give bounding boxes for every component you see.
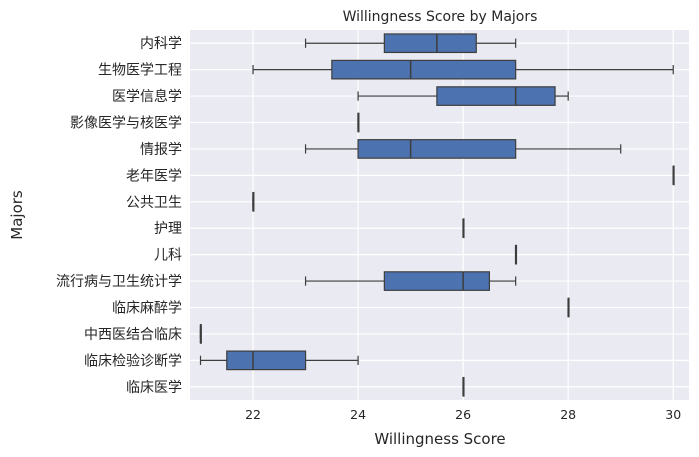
box-iqr: [436, 86, 556, 106]
box-group: [462, 218, 465, 239]
y-axis-ticks: 内科学生物医学工程医学信息学影像医学与核医学情报学老年医学公共卫生护理儿科流行病…: [56, 36, 182, 396]
y-tick-label: 老年医学: [126, 168, 182, 184]
box-group: [567, 297, 570, 318]
box-group: [357, 112, 360, 133]
y-tick-label: 生物医学工程: [98, 63, 182, 79]
box-group: [199, 350, 359, 371]
y-axis-label: Majors: [8, 190, 26, 240]
box-iqr: [226, 350, 307, 371]
box-group: [672, 165, 675, 186]
box-group: [304, 271, 517, 291]
box-iqr: [383, 271, 491, 291]
y-tick-label: 中西医结合临床: [84, 327, 182, 343]
box-group: [252, 59, 674, 80]
box-group: [514, 244, 518, 265]
box-group: [357, 86, 569, 106]
x-axis-label: Willingness Score: [374, 430, 505, 448]
x-tick-label: 26: [455, 407, 471, 422]
y-tick-label: 临床麻醉学: [112, 301, 182, 317]
box-group: [304, 139, 622, 159]
box-iqr: [357, 139, 517, 159]
grid-lines: [190, 30, 689, 400]
y-tick-label: 公共卫生: [126, 195, 182, 211]
box-iqr: [383, 33, 477, 54]
y-tick-label: 临床检验诊断学: [84, 353, 182, 369]
box-group: [304, 33, 517, 54]
x-tick-label: 28: [560, 407, 576, 422]
box-group: [462, 376, 465, 397]
y-tick-label: 影像医学与核医学: [70, 116, 182, 132]
boxes-layer: [199, 33, 675, 397]
y-tick-label: 护理: [154, 221, 182, 237]
x-axis-ticks: 22 24 26 28 30: [245, 407, 681, 422]
x-tick-label: 22: [245, 407, 261, 422]
plot-area: [190, 30, 689, 400]
chart-title: Willingness Score by Majors: [343, 9, 538, 25]
x-tick-label: 24: [350, 407, 366, 422]
y-tick-label: 医学信息学: [112, 88, 182, 105]
box-iqr: [331, 59, 517, 80]
y-tick-label: 情报学: [140, 142, 182, 158]
y-tick-label: 内科学: [140, 36, 182, 52]
x-tick-label: 30: [665, 407, 681, 422]
box-group: [199, 324, 202, 344]
y-tick-label: 流行病与卫生统计学: [56, 274, 182, 290]
y-tick-label: 儿科: [154, 248, 182, 264]
box-group: [252, 191, 255, 212]
y-tick-label: 临床医学: [126, 380, 182, 396]
